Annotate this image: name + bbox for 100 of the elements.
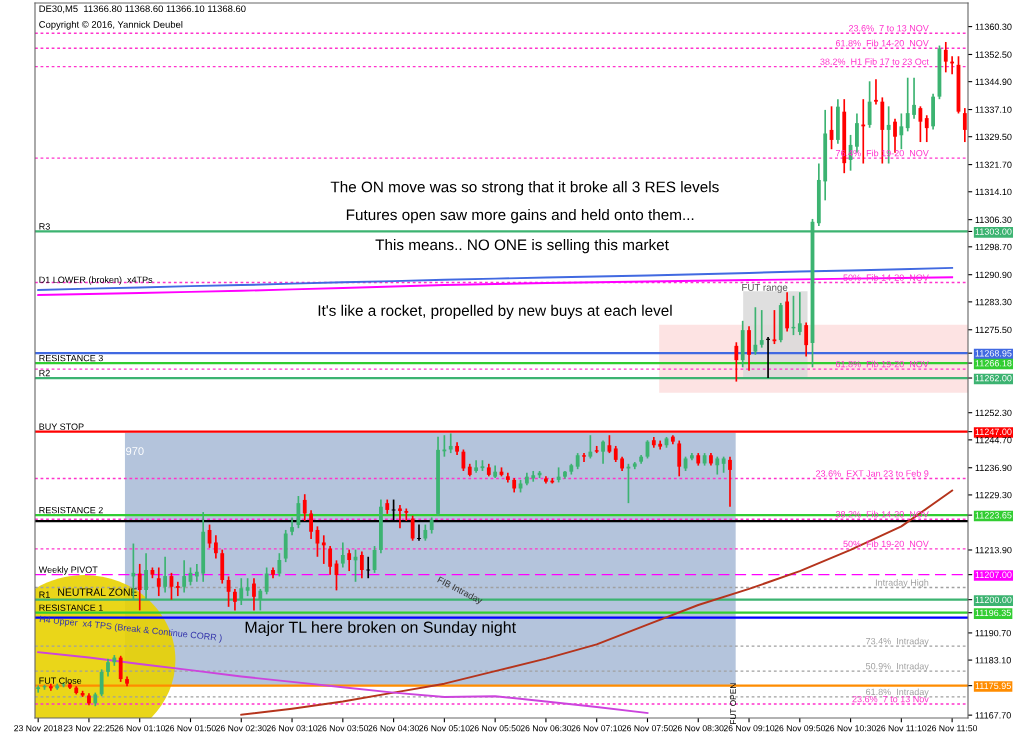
candlestick (912, 76, 916, 120)
ref-line-label: 61.8% Intraday (866, 688, 929, 697)
candlestick (252, 577, 256, 612)
annotation: H4 Upper x4 TPS (Break & Continue CORR ) (39, 615, 223, 643)
y-tick-label: 11196.35 (975, 609, 1011, 617)
candlestick (410, 514, 415, 542)
y-tick-label: 11298.70 (975, 243, 1012, 251)
ref-line-label: Intraday High (875, 579, 929, 588)
ref-line-label: RESISTANCE 3 (39, 354, 103, 362)
x-tick-label: 26 Nov 03:10 (266, 725, 318, 732)
candlestick (277, 552, 282, 578)
candlestick (448, 432, 453, 454)
x-tick-label: 26 Nov 09:50 (774, 725, 826, 732)
candlestick (962, 107, 967, 143)
candlestick (118, 654, 123, 683)
candlestick (867, 80, 872, 129)
annotation: This means.. NO ONE is selling this market (375, 238, 669, 254)
y-tick-label: 11190.70 (975, 629, 1011, 637)
candlestick (321, 534, 326, 565)
y-tick-label: 11314.10 (975, 188, 1012, 196)
candlestick (404, 507, 409, 522)
x-tick-label: 26 Nov 11:50 (927, 725, 978, 732)
candlestick (213, 534, 218, 560)
candlestick (233, 588, 237, 612)
y-tick-label: 11247.00 (975, 428, 1012, 435)
ref-line-label: 38.2% H1 Fib 17 to 23 Oct (820, 58, 929, 65)
candlestick (347, 548, 352, 572)
candlestick (359, 550, 364, 580)
y-tick-label: 11306.30 (975, 216, 1012, 224)
annotation: D1 LOWER (broken) x4TPs (39, 276, 153, 285)
candlestick (734, 341, 739, 383)
x-tick-label: 26 Nov 07:50 (622, 725, 673, 732)
candlestick (924, 114, 929, 143)
candlestick (797, 291, 802, 336)
candlestick (340, 541, 345, 569)
x-tick-label: 23 Nov 2018 (14, 725, 63, 732)
x-tick-label: 23 Nov 22:25 (63, 725, 115, 732)
candlestick (264, 566, 269, 596)
y-tick-label: 11229.30 (975, 491, 1012, 499)
x-tick-label: 26 Nov 03:50 (317, 725, 369, 732)
y-tick-label: 11213.90 (975, 546, 1012, 554)
ref-line-label: 50.9% Intraday (865, 662, 929, 672)
ref-line-label: 23.6% EXT Jan 23 to Feb 9 (816, 470, 929, 477)
ref-line-label: 61.8% Fib 14-20 NOV (835, 39, 929, 47)
candlestick (302, 493, 307, 522)
x-tick-label: 26 Nov 10:30 (825, 725, 876, 732)
candlestick (804, 321, 809, 358)
y-tick-label: 11275.50 (975, 326, 1012, 334)
y-tick-label: 11244.70 (975, 436, 1012, 444)
ref-line-label: 38.2% Fib 14-20 NOV (835, 510, 929, 518)
ref-line-label: R3 (39, 223, 50, 230)
candlestick (137, 563, 142, 612)
line-series (37, 276, 954, 297)
y-tick-label: 11268.95 (975, 350, 1012, 357)
candlestick (163, 555, 168, 594)
candlestick (36, 684, 41, 694)
candlestick (582, 452, 586, 463)
annotation: FUT range (742, 284, 788, 293)
y-tick-label: 11283.30 (975, 298, 1012, 306)
annotation: 970 (126, 447, 144, 455)
annotation: FUT OPEN (730, 683, 737, 725)
candlestick (728, 455, 732, 508)
candlestick (759, 309, 764, 349)
x-tick-label: 26 Nov 08:30 (673, 725, 724, 732)
candlestick (601, 439, 605, 465)
candlestick (296, 495, 301, 530)
x-tick-label: 26 Nov 05:10 (419, 725, 470, 732)
y-tick-label: 11207.00 (975, 571, 1012, 578)
candlestick (309, 509, 313, 540)
ref-line-label: FUT Close (39, 677, 82, 684)
candlestick (899, 112, 904, 151)
annotation: Futures open saw more gains and held onto them... (346, 208, 694, 224)
x-tick-label: 26 Nov 02:30 (216, 725, 267, 732)
candlestick (182, 559, 187, 594)
ref-line-label: 23.6% 7 to 13 NOV (848, 25, 929, 32)
candlestick (99, 668, 104, 698)
candlestick (365, 555, 371, 580)
y-tick-label: 11321.70 (975, 161, 1012, 168)
y-tick-label: 11290.90 (975, 271, 1012, 279)
candlestick (905, 76, 910, 133)
chart-title: DE30,M5 11366.80 11368.60 11366.10 11368.60 (39, 5, 246, 14)
y-tick-label: 11252.30 (975, 409, 1012, 417)
text: Copyright © 2016, Yannick Deubel (39, 20, 183, 30)
ref-line-label: R1 (39, 591, 50, 598)
ref-line-label: RESISTANCE 1 (39, 604, 103, 611)
y-tick-label: 11262.00 (975, 374, 1012, 382)
candlestick (874, 78, 878, 106)
ref-line-label: RESISTANCE 2 (39, 506, 103, 514)
y-tick-label: 11223.65 (975, 512, 1012, 519)
x-tick-label: 26 Nov 01:10 (114, 725, 165, 732)
candlestick (918, 105, 923, 143)
y-tick-label: 11329.50 (975, 133, 1012, 141)
annotation: It's like a rocket, propelled by new buys at each level (318, 304, 672, 319)
candlestick (677, 439, 682, 478)
ref-line-label: Weekly PIVOT (38, 566, 98, 575)
y-tick-label: 11236.90 (975, 464, 1012, 472)
y-tick-label: 11175.95 (975, 682, 1011, 690)
candlestick (588, 434, 593, 460)
y-tick-label: 11344.90 (975, 78, 1012, 86)
y-tick-label: 11200.00 (975, 596, 1012, 604)
